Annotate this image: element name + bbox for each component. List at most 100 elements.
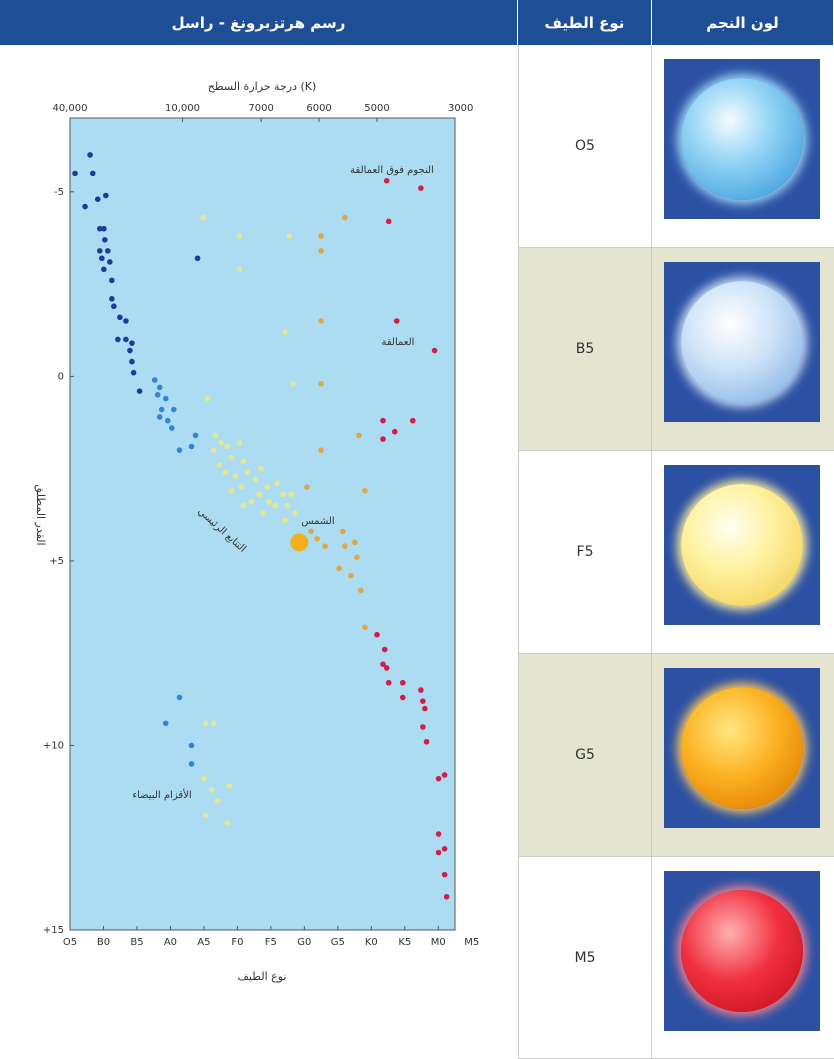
star-point: [171, 407, 177, 413]
star-point: [318, 318, 324, 324]
plot-area: [70, 118, 455, 930]
star-point: [318, 233, 324, 239]
star-point: [219, 440, 225, 446]
chart: درجة حرارة السطح (K) نوع الطيف القدر الم…: [0, 45, 518, 1059]
star-point: [159, 407, 165, 413]
star-point: [418, 185, 424, 191]
star-point: [400, 695, 406, 701]
star-point: [107, 259, 113, 265]
x-tick-label: F5: [265, 937, 277, 948]
star-point: [239, 484, 245, 490]
star-point: [272, 503, 278, 509]
star-point: [211, 721, 217, 727]
star-point: [201, 776, 207, 782]
star-point: [424, 739, 430, 745]
star: [681, 78, 803, 200]
star-point: [245, 470, 251, 476]
star-cell: [652, 45, 834, 248]
star-cell: [652, 654, 834, 857]
star-point: [109, 296, 115, 302]
star-point: [352, 540, 358, 546]
star-point: [362, 625, 368, 631]
star-point: [286, 233, 292, 239]
star-point: [418, 687, 424, 693]
star-point: [111, 303, 117, 309]
star-point: [362, 488, 368, 494]
star: [681, 890, 803, 1012]
star-point: [420, 724, 426, 730]
star-point: [422, 706, 428, 712]
y-axis-label: القدر المطلق: [33, 484, 47, 545]
star-point: [189, 761, 195, 767]
x-tick-label: B0: [97, 937, 110, 948]
star-point: [380, 418, 386, 424]
x-tick-label: K0: [365, 937, 378, 948]
star-point: [102, 237, 108, 243]
spectral-type: O5: [518, 45, 652, 248]
spectral-type: G5: [518, 654, 652, 857]
star-point: [318, 248, 324, 254]
star-point: [284, 503, 290, 509]
star-point: [97, 248, 103, 254]
star-point: [304, 484, 310, 490]
star-point: [442, 872, 448, 878]
star-point: [260, 510, 266, 516]
star-point: [342, 215, 348, 221]
x2-tick-label: 5000: [364, 103, 389, 114]
star-point: [229, 455, 235, 461]
star-point: [280, 492, 286, 498]
star-point: [342, 543, 348, 549]
star-point: [256, 492, 262, 498]
star-point: [203, 721, 209, 727]
star-point: [356, 433, 362, 439]
header-cell: نوع الطيف: [518, 0, 652, 45]
star-point: [322, 543, 328, 549]
x2-tick-label: 3000: [448, 103, 473, 114]
header-cell: لون النجم: [652, 0, 834, 45]
star-point: [193, 433, 199, 439]
star-point: [165, 418, 171, 424]
star-point: [201, 215, 207, 221]
star-point: [72, 171, 78, 177]
star-point: [237, 267, 243, 273]
star-point: [241, 458, 247, 464]
star-swatch: [664, 668, 820, 828]
star-point: [137, 388, 143, 394]
annotation: النجوم فوق العمالقة: [350, 165, 434, 176]
star-point: [386, 219, 392, 225]
star-point: [203, 813, 209, 819]
star-point: [258, 466, 264, 472]
star-point: [233, 473, 239, 479]
star-point: [436, 776, 442, 782]
star-point: [340, 529, 346, 535]
star-point: [109, 278, 115, 284]
star-point: [382, 647, 388, 653]
spectral-type: M5: [518, 857, 652, 1059]
star-point: [308, 529, 314, 535]
star-point: [288, 492, 294, 498]
star-point: [400, 680, 406, 686]
y-tick-label: +5: [49, 556, 64, 567]
star-point: [101, 226, 107, 232]
y-tick-label: +10: [43, 740, 64, 751]
star-point: [103, 193, 109, 199]
star-point: [129, 340, 135, 346]
star-point: [163, 396, 169, 402]
star-point: [211, 447, 217, 453]
y-tick-label: -5: [54, 187, 64, 198]
star-point: [237, 440, 243, 446]
star-point: [442, 772, 448, 778]
spectral-type: B5: [518, 248, 652, 451]
star-point: [249, 499, 255, 505]
star-point: [318, 381, 324, 387]
star-point: [290, 533, 308, 551]
star-point: [253, 477, 259, 483]
star-point: [444, 894, 450, 900]
star-swatch: [664, 262, 820, 422]
star-point: [215, 798, 221, 804]
star-cell: [652, 451, 834, 654]
star-point: [420, 698, 426, 704]
x2-tick-label: 10,000: [165, 103, 200, 114]
star-point: [177, 695, 183, 701]
star-swatch: [664, 871, 820, 1031]
